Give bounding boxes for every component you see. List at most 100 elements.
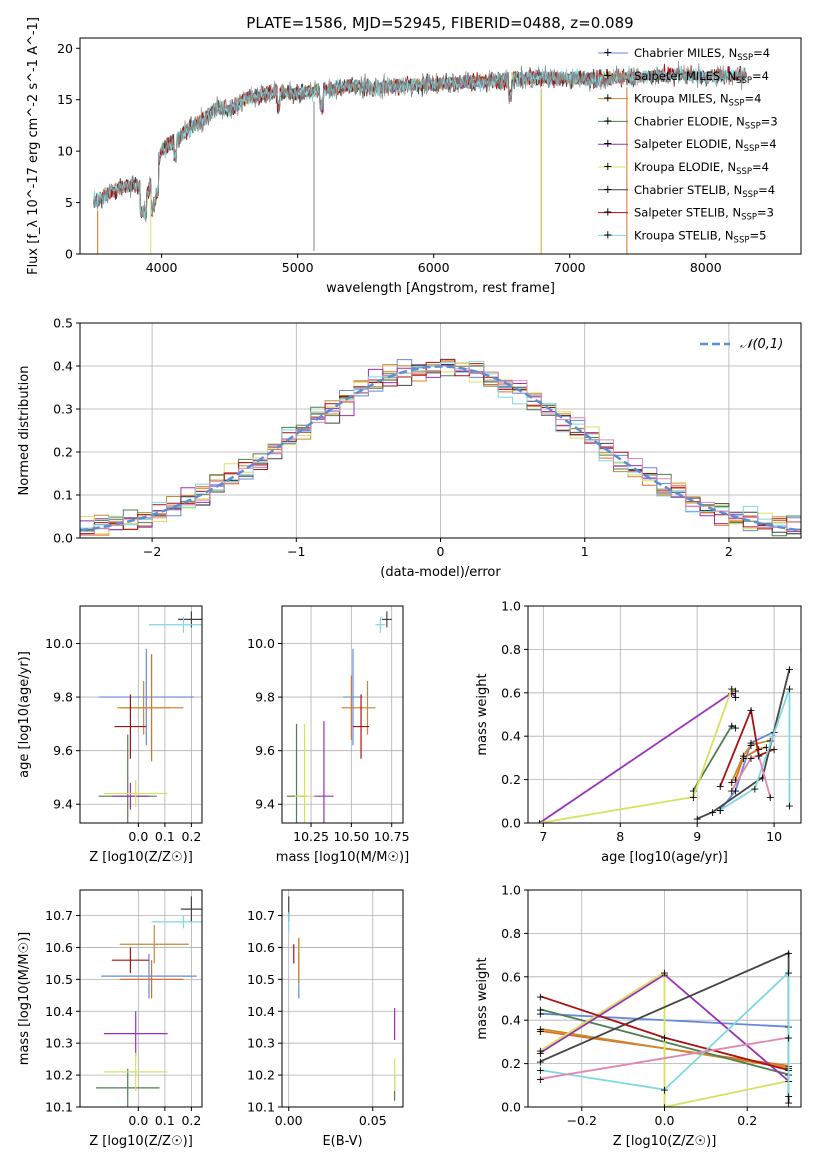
- weight-marker: +: [731, 784, 740, 797]
- weight-vs-age-panel: +++++++++++ +++++++++++++++++++++++++++7 8…: [475, 599, 802, 865]
- weight-marker: +: [746, 704, 755, 717]
- weight-marker: +: [727, 682, 736, 695]
- y-tick-label: 9.6: [53, 743, 73, 758]
- weight-marker: +: [660, 1084, 669, 1097]
- mass-vs-EBV-panel: 0.00 0.05 10.1 10.2 10.3 10.4 10.5 10.6 10.7 E(B-…: [247, 889, 404, 1149]
- weight-marker: +: [746, 752, 755, 765]
- weight-marker: +: [785, 800, 794, 813]
- errorbar-point: [111, 947, 149, 973]
- errorbar-point: [117, 681, 171, 735]
- weight-marker: +: [784, 947, 793, 960]
- legend-marker: +: [603, 205, 613, 219]
- weight-marker: +: [727, 719, 736, 732]
- errorbar-point: [103, 1052, 168, 1092]
- y-tick-label: 0.6: [501, 685, 521, 700]
- legend-marker: +: [603, 159, 613, 173]
- legend-label: Chabrier STELIB, NSSP=4: [634, 183, 775, 200]
- plot-area: [95, 896, 202, 1107]
- weight-marker: +: [785, 682, 794, 695]
- y-tick-label: 10.6: [247, 940, 275, 955]
- y-axis-label: mass [log10(M/M☉)]: [17, 932, 32, 1065]
- x-tick-label: 0.1: [155, 829, 175, 844]
- weight-line-salpeter-stelib: [540, 995, 789, 1071]
- y-tick-label: 20: [57, 41, 73, 56]
- plot-area: [288, 896, 396, 1101]
- y-tick-label: 10.3: [45, 1036, 73, 1051]
- errorbar-point: [343, 648, 363, 746]
- weight-marker: +: [784, 1032, 793, 1045]
- errorbar-point: [95, 1068, 160, 1107]
- figure-title: PLATE=1586, MJD=52945, FIBERID=0488, z=0…: [246, 14, 633, 32]
- x-tick-label: 10.75: [374, 829, 410, 844]
- weight-marker: +: [693, 813, 702, 826]
- x-tick-label: 7: [539, 829, 547, 844]
- weight-marker: +: [746, 739, 755, 752]
- weight-marker: +: [739, 750, 748, 763]
- axes-frame: [527, 605, 802, 824]
- x-axis-label: (data-model)/error: [380, 565, 501, 580]
- weight-marker: +: [536, 1055, 545, 1068]
- y-tick-label: 15: [57, 92, 73, 107]
- plot-area: [98, 611, 202, 823]
- weight-marker: +: [769, 743, 778, 756]
- weight-line-chabrier-elodie: [692, 724, 737, 791]
- x-axis-label: Z [log10(Z/Z☉)]: [89, 1134, 193, 1149]
- errorbar-point: [119, 925, 189, 964]
- y-tick-label: 9.4: [53, 797, 73, 812]
- y-tick-label: 10.2: [45, 1068, 73, 1083]
- weight-marker: +: [731, 691, 740, 704]
- plot-area: [93, 60, 748, 254]
- x-tick-label: 0.00: [275, 1113, 303, 1128]
- legend-marker: +: [603, 91, 613, 105]
- legend-label: Kroupa STELIB, NSSP=5: [634, 228, 766, 245]
- y-tick-label: 10.7: [45, 908, 73, 923]
- x-tick-label: 10: [766, 829, 782, 844]
- spectrum-panel: 4000 5000 6000 7000 8000 0 5 10 15 20 wavelength […: [26, 17, 802, 296]
- weight-line-kroupa-stelib: [719, 688, 791, 811]
- legend-label: Salpeter ELODIE, NSSP=4: [634, 137, 777, 154]
- errorbar-point: [101, 953, 197, 999]
- x-axis-label: Z [log10(Z/Z☉)]: [613, 1134, 717, 1149]
- data-spectrum: [93, 60, 747, 223]
- weight-marker: +: [716, 780, 725, 793]
- errorbar-point: [314, 721, 334, 823]
- y-axis-label: mass weight: [475, 673, 490, 755]
- x-axis-label: E(B-V): [322, 1134, 362, 1149]
- weight-marker: +: [750, 782, 759, 795]
- weight-line-salpeter-elodie: [538, 691, 737, 823]
- y-axis-label: age [log10(age/yr)]: [17, 651, 32, 778]
- errorbar-point: [375, 616, 386, 633]
- y-tick-label: 10.6: [45, 940, 73, 955]
- weight-line-kroupa-elodie: [539, 970, 789, 1107]
- hist-extra: [80, 365, 801, 536]
- hist-kroupa-miles: [80, 360, 801, 535]
- plot-area: +++++++++++ +++++++++++++++++++++++++++: [535, 663, 794, 830]
- x-tick-label: 6000: [418, 260, 450, 275]
- x-tick-label: 10.50: [333, 829, 369, 844]
- weight-line-kroupa-elodie: [539, 687, 737, 823]
- weight-marker: +: [689, 784, 698, 797]
- normal-curve: [80, 365, 801, 532]
- x-tick-label: 8: [616, 829, 624, 844]
- legend-label: Salpeter STELIB, NSSP=3: [634, 206, 774, 223]
- residuals-panel: −2 −1 0 1 2 0.0 0.1 0.2 0.3 0.4 0.5 (data-model)/er…: [17, 316, 802, 580]
- weight-marker: +: [731, 685, 740, 698]
- y-tick-label: 0.2: [501, 772, 521, 787]
- weight-marker: +: [535, 817, 544, 830]
- x-tick-label: 0.2: [181, 829, 201, 844]
- weight-marker: +: [758, 771, 767, 784]
- y-tick-label: 10.3: [247, 1036, 275, 1051]
- weight-marker: +: [754, 743, 763, 756]
- legend-marker: +: [603, 45, 613, 59]
- weight-line-kroupa-miles: [730, 739, 771, 783]
- x-tick-label: 0.0: [128, 1113, 148, 1128]
- x-tick-label: 10.25: [293, 829, 329, 844]
- x-tick-label: 5000: [282, 260, 314, 275]
- y-axis-label: Flux [f_λ 10^-17 erg cm^-2 s^-1 A^-1]: [26, 17, 41, 275]
- axes-frame: [79, 37, 802, 255]
- errorbar-point: [148, 616, 202, 633]
- y-tick-label: 1.0: [501, 883, 521, 898]
- weight-marker: +: [535, 817, 544, 830]
- y-tick-label: 0: [65, 247, 73, 262]
